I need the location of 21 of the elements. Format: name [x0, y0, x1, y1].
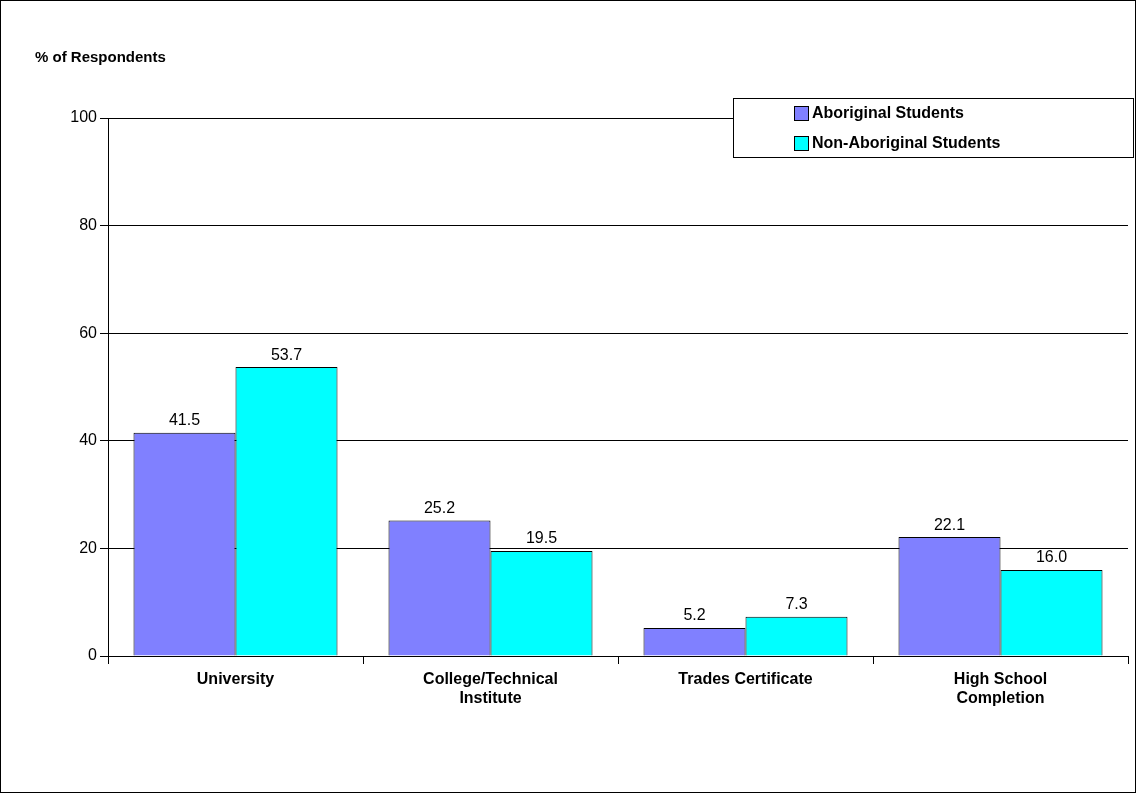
data-label: 5.2 [683, 606, 706, 624]
legend-label: Aboriginal Students [812, 104, 964, 122]
data-label: 7.3 [785, 595, 808, 613]
x-tick-label: University [196, 670, 275, 688]
data-label: 19.5 [525, 529, 558, 547]
y-tick-label: 80 [79, 216, 98, 234]
data-label: 22.1 [933, 515, 966, 533]
data-label: 16.0 [1035, 548, 1068, 566]
data-label: 53.7 [270, 345, 303, 363]
y-tick-label: 20 [79, 538, 98, 556]
y-tick-label: 40 [79, 431, 98, 449]
x-tick-label: Trades Certificate [678, 670, 813, 688]
x-tick-label: High School Completion [953, 670, 1048, 707]
y-tick-label: 60 [79, 323, 98, 341]
legend-label: Non-Aboriginal Students [812, 134, 1001, 152]
y-tick-label: 0 [88, 646, 98, 664]
data-label: 41.5 [168, 411, 201, 429]
y-axis-title: % of Respondents [35, 48, 166, 66]
x-tick-label: College/Technical Institute [423, 670, 558, 707]
y-tick-label: 100 [70, 108, 98, 126]
data-label: 25.2 [423, 498, 456, 516]
